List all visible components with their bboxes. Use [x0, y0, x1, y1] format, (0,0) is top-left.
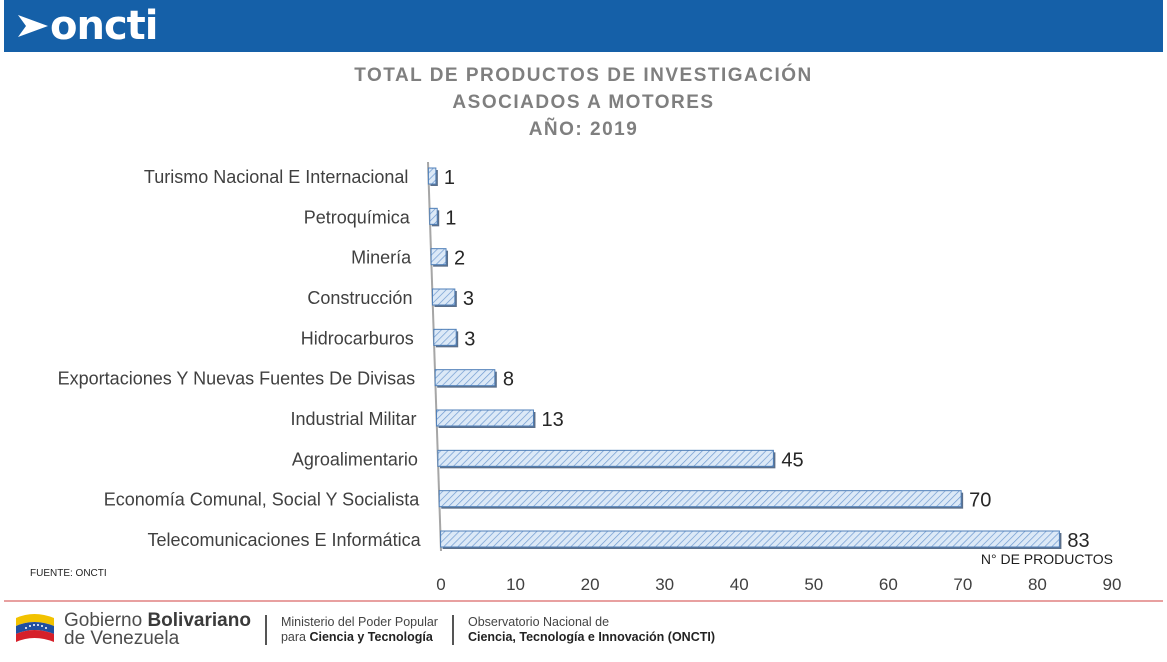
- header-bar: oncti: [4, 0, 1163, 52]
- x-tick-label: 50: [804, 575, 823, 594]
- oncti-logo: oncti: [18, 4, 158, 48]
- category-label: Industrial Militar: [290, 409, 416, 429]
- x-tick-label: 80: [1028, 575, 1047, 594]
- category-label: Agroalimentario: [292, 449, 418, 469]
- bar: [438, 490, 962, 508]
- bar-chart: Turismo Nacional E Internacional 1 Petroqu…: [58, 161, 1122, 594]
- bar: [440, 530, 1060, 548]
- gov-line1: Gobierno: [64, 610, 148, 631]
- observatory-text: Observatorio Nacional de Ciencia, Tecnol…: [468, 615, 715, 645]
- chart-title-line-1: TOTAL DE PRODUCTOS DE INVESTIGACIÓN: [354, 65, 813, 86]
- footer-divider: [4, 600, 1163, 602]
- bar: [427, 167, 437, 185]
- observatory-line2: Ciencia, Tecnología e Innovación (ONCTI): [467, 630, 715, 644]
- category-label: Construcción: [307, 288, 412, 308]
- value-label: 3: [464, 328, 475, 350]
- value-label: 3: [463, 288, 474, 310]
- value-label: 13: [541, 409, 563, 431]
- x-axis-title: N° DE PRODUCTOS: [981, 551, 1113, 567]
- category-label: Turismo Nacional E Internacional: [144, 167, 408, 187]
- category-label: Hidrocarburos: [301, 328, 414, 348]
- x-tick-label: 30: [655, 575, 674, 594]
- y-axis-line: [427, 161, 442, 552]
- ministry-line1: Ministerio del Poder Popular: [280, 615, 438, 629]
- bar: [430, 248, 447, 266]
- logo-text: oncti: [50, 3, 158, 49]
- venezuela-flag-icon: [16, 614, 54, 642]
- x-tick-label: 90: [1103, 575, 1122, 594]
- value-label: 8: [503, 369, 514, 391]
- gov-brand: Gobierno Bolivariano de Venezuela: [14, 610, 251, 649]
- ministry-line2-bold: Ciencia y Tecnología: [309, 630, 433, 644]
- category-label: Economía Comunal, Social Y Socialista: [104, 490, 420, 510]
- value-label: 2: [454, 248, 465, 270]
- category-label: Exportaciones Y Nuevas Fuentes De Divisa…: [58, 369, 416, 389]
- gov-line1-bold: Bolivariano: [147, 610, 251, 631]
- gov-text: Gobierno Bolivariano de Venezuela: [64, 610, 251, 649]
- category-label: Telecomunicaciones E Informática: [147, 530, 421, 550]
- bar: [436, 409, 534, 427]
- ministry-text: Ministerio del Poder Popular para Cienci…: [281, 615, 438, 645]
- x-tick-label: 20: [581, 575, 600, 594]
- category-label: Petroquímica: [304, 207, 411, 227]
- oncti-arrow-icon: [18, 15, 48, 37]
- value-label: 83: [1067, 530, 1089, 552]
- x-tick-label: 10: [506, 575, 525, 594]
- bar: [433, 328, 457, 346]
- observatory-line1: Observatorio Nacional de: [467, 615, 610, 629]
- bar: [434, 369, 496, 387]
- chart-title: TOTAL DE PRODUCTOS DE INVESTIGACIÓN ASOC…: [0, 62, 1167, 143]
- x-tick-label: 0: [436, 575, 445, 594]
- footer-separator: [451, 615, 454, 645]
- x-tick-label: 70: [953, 575, 972, 594]
- x-tick-label: 60: [879, 575, 898, 594]
- value-label: 45: [781, 449, 803, 471]
- bar: [437, 449, 774, 467]
- ministry-line2: para: [280, 630, 310, 644]
- value-label: 1: [444, 167, 455, 189]
- footer: Gobierno Bolivariano de Venezuela Minist…: [14, 606, 715, 654]
- bar: [429, 207, 438, 225]
- footer-separator: [264, 615, 267, 645]
- gov-line2: de Venezuela: [64, 628, 180, 649]
- chart-title-line-2: ASOCIADOS A MOTORES: [452, 92, 715, 113]
- bar: [431, 288, 456, 306]
- value-label: 1: [445, 207, 456, 229]
- source-note: FUENTE: ONCTI: [30, 568, 107, 579]
- value-label: 70: [969, 490, 991, 512]
- chart-title-line-3: AÑO: 2019: [528, 119, 639, 140]
- x-tick-label: 40: [730, 575, 749, 594]
- category-label: Minería: [351, 248, 412, 268]
